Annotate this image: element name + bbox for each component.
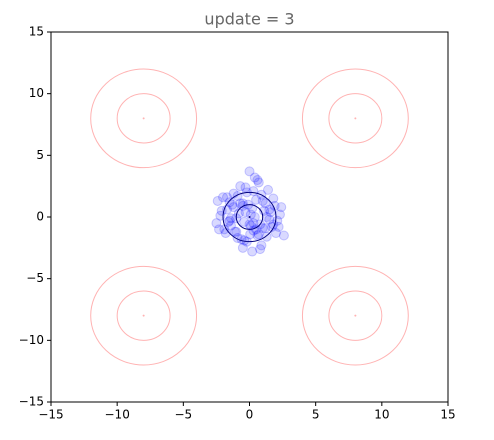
contour-center [248, 216, 251, 218]
scatter-point [248, 218, 259, 229]
scatter-point [218, 192, 229, 203]
scatter-point [274, 209, 285, 220]
x-tick-label: 15 [440, 408, 455, 422]
scatter-point [252, 230, 263, 241]
scatter-point [240, 207, 251, 218]
scatter-point [255, 244, 266, 255]
scatter-point [224, 215, 235, 226]
contour [116, 93, 171, 144]
scatter-point [211, 218, 222, 229]
scatter-point [227, 199, 238, 210]
y-tick-label: 5 [36, 148, 44, 162]
contour [90, 265, 198, 366]
x-tick-label: −5 [174, 408, 192, 422]
contour [90, 68, 198, 169]
y-tick-label: 10 [29, 86, 44, 100]
contour-center [354, 314, 357, 317]
contour-center [354, 117, 357, 120]
scatter-point [216, 205, 227, 216]
contour-center [142, 117, 145, 120]
scatter-point [222, 192, 233, 203]
scatter-point [249, 172, 260, 183]
contour [301, 68, 409, 169]
y-tick-label: 15 [29, 25, 44, 39]
scatter-point [261, 231, 272, 242]
scatter-point [247, 246, 258, 257]
x-tick-label: 10 [374, 408, 389, 422]
x-tick-label: −10 [105, 408, 130, 422]
contour [116, 290, 171, 341]
scatter-point [224, 197, 235, 208]
scatter-point [237, 242, 248, 253]
scatter-point [252, 175, 263, 185]
scatter-point [225, 213, 236, 224]
scatter-point [270, 228, 281, 239]
scatter-point [264, 214, 275, 225]
scatter-point [268, 193, 279, 204]
scatter-point [260, 198, 271, 209]
scatter-point [235, 181, 246, 192]
y-tick-label: −10 [19, 333, 44, 347]
scatter-point [256, 240, 267, 251]
contour [328, 290, 383, 341]
contour [222, 191, 277, 243]
y-tick-label: −15 [19, 395, 44, 409]
scatter-point [257, 223, 268, 234]
y-tick-label: −5 [26, 271, 44, 285]
scatter-point [261, 212, 272, 222]
scatter-point [247, 203, 258, 214]
contour [328, 93, 383, 144]
scatter-point [239, 216, 250, 227]
scatter-point [225, 220, 236, 231]
scatter-point [257, 195, 268, 206]
chart-title: update = 3 [204, 10, 294, 29]
scatter-point [214, 224, 225, 235]
y-tick-label: 0 [36, 210, 44, 224]
x-tick-label: 0 [246, 408, 254, 422]
scatter-point [212, 195, 223, 206]
scatter-point [251, 194, 262, 205]
scatter-point [260, 223, 271, 234]
scatter-point [278, 230, 289, 241]
scatter-point [253, 177, 264, 188]
contour-center [142, 314, 145, 317]
scatter-point [245, 220, 256, 231]
contour [235, 204, 264, 230]
scatter-point [231, 226, 242, 237]
scatter-point [263, 184, 274, 195]
scatter-point [253, 229, 264, 240]
scatter-point [244, 166, 255, 177]
x-tick-label: −15 [38, 408, 63, 422]
scatter-point [264, 204, 275, 215]
scatter-point [276, 202, 287, 213]
x-tick-label: 5 [312, 408, 320, 422]
scatter-point [240, 182, 251, 193]
scatter-point [229, 226, 240, 237]
contour [301, 265, 409, 366]
scatter-point [228, 202, 239, 213]
